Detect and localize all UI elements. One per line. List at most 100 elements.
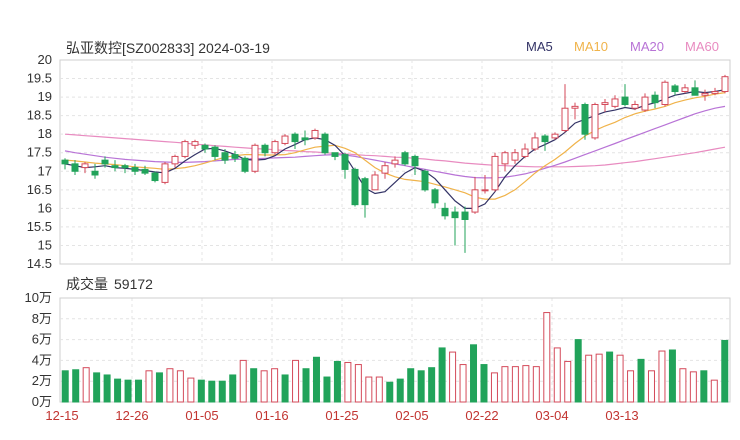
volume-bar-up — [260, 370, 268, 403]
volume-bar-up — [616, 354, 624, 403]
volume-bar-down — [197, 379, 205, 403]
candle-down — [671, 85, 679, 93]
candle-down — [101, 159, 109, 165]
volume-bar-down — [721, 339, 729, 403]
candle-down — [541, 135, 549, 143]
x-tick-label: 12-15 — [45, 408, 78, 423]
candle-down — [421, 170, 429, 191]
volume-bar-up — [553, 347, 561, 403]
candle-up — [501, 152, 509, 165]
candle-down — [121, 165, 129, 169]
volume-bar-up — [166, 368, 174, 403]
price-tick-label: 17 — [38, 163, 52, 178]
candle-up — [571, 105, 579, 109]
legend-ma20: MA20 — [630, 39, 664, 54]
volume-tick-label: 2万 — [32, 373, 52, 388]
candle-up — [391, 159, 399, 165]
volume-tick-label: 8万 — [32, 311, 52, 326]
volume-bar-down — [407, 368, 415, 403]
price-tick-label: 15 — [38, 237, 52, 252]
x-tick-label: 01-25 — [325, 408, 358, 423]
candle-up — [711, 91, 719, 94]
volume-frame — [59, 297, 731, 403]
candle-up — [561, 107, 569, 131]
candle-up — [271, 141, 279, 154]
volume-bar-up — [365, 376, 373, 403]
price-tick-label: 19 — [38, 89, 52, 104]
candle-up — [171, 155, 179, 165]
candle-down — [651, 94, 659, 104]
volume-bar-up — [271, 368, 279, 403]
candle-up — [311, 129, 319, 139]
volume-bar-down — [281, 374, 289, 403]
volume-bar-down — [312, 356, 320, 403]
price-tick-label: 20 — [38, 52, 52, 67]
volume-bar-up — [679, 368, 687, 403]
volume-bar-up — [459, 364, 467, 403]
volume-bar-up — [522, 365, 530, 403]
candle-up — [531, 137, 539, 150]
x-tick-label: 03-04 — [535, 408, 568, 423]
candle-down — [401, 152, 409, 165]
candle-up — [551, 133, 559, 139]
x-tick-label: 02-05 — [395, 408, 428, 423]
candle-down — [201, 144, 209, 150]
candle-down — [441, 207, 449, 217]
volume-bar-down — [438, 347, 446, 403]
volume-bar-down — [135, 379, 143, 403]
legend-ma10: MA10 — [574, 39, 608, 54]
volume-bar-up — [501, 366, 509, 403]
volume-bar-down — [396, 378, 404, 403]
volume-bar-up — [564, 360, 572, 403]
candle-down — [151, 172, 159, 182]
volume-bar-up — [595, 353, 603, 403]
candle-down — [361, 178, 369, 206]
candle-down — [241, 157, 249, 172]
volume-bar-up — [689, 371, 697, 403]
volume-bar-down — [470, 344, 478, 403]
volume-bar-down — [574, 339, 582, 403]
candle-up — [181, 141, 189, 157]
candle-down — [91, 170, 99, 176]
candle-up — [701, 92, 709, 96]
candle-down — [221, 152, 229, 161]
candle-up — [161, 163, 169, 183]
x-tick-label: 03-13 — [605, 408, 638, 423]
candle-down — [71, 163, 79, 172]
price-tick-label: 16.5 — [27, 182, 52, 197]
volume-bar-up — [627, 370, 635, 403]
volume-bar-down — [103, 374, 111, 403]
legend-ma60: MA60 — [685, 39, 719, 54]
price-frame — [59, 59, 731, 265]
volume-bar-down — [229, 374, 237, 403]
volume-bar-up — [187, 377, 195, 403]
candle-down — [411, 155, 419, 167]
candle-down — [331, 152, 339, 157]
candle-down — [461, 211, 469, 220]
volume-bar-down — [323, 376, 331, 403]
volume-bar-down — [155, 372, 163, 403]
volume-bar-down — [637, 358, 645, 403]
candle-up — [281, 135, 289, 144]
price-tick-label: 17.5 — [27, 145, 52, 160]
volume-bar-up — [239, 359, 247, 403]
candle-up — [681, 87, 689, 93]
volume-bar-down — [480, 364, 488, 403]
volume-tick-label: 0万 — [32, 394, 52, 409]
candle-up — [601, 102, 609, 106]
volume-bar-down — [386, 381, 394, 403]
volume-bar-up — [344, 361, 352, 403]
price-tick-label: 15.5 — [27, 219, 52, 234]
candle-down — [691, 87, 699, 96]
candle-down — [61, 159, 69, 165]
volume-bar-up — [511, 366, 519, 403]
candle-down — [291, 133, 299, 143]
candle-up — [611, 98, 619, 107]
candle-down — [341, 154, 349, 170]
x-tick-label: 01-05 — [185, 408, 218, 423]
volume-bar-down — [417, 370, 425, 403]
candle-up — [721, 76, 729, 93]
volume-bar-down — [428, 367, 436, 403]
volume-bar-up — [375, 376, 383, 403]
